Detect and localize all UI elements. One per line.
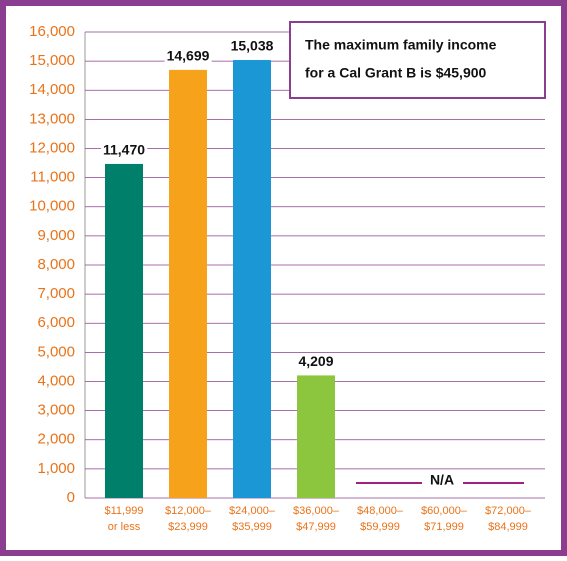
value-label: 15,038: [231, 38, 274, 54]
annotation-text: The maximum family income: [305, 37, 497, 53]
y-tick-label: 12,000: [29, 139, 75, 156]
y-tick-label: 5,000: [37, 343, 75, 360]
value-label-bg: [296, 353, 336, 370]
bar: [105, 163, 143, 498]
y-tick-label: 16,000: [29, 23, 75, 40]
y-tick-label: 14,000: [29, 81, 75, 98]
x-tick-label: $59,999: [360, 521, 400, 533]
x-tick-label: $24,000–: [229, 505, 276, 517]
y-tick-label: 1,000: [37, 460, 75, 477]
x-tick-label: $71,999: [424, 521, 464, 533]
x-tick-label: or less: [108, 521, 141, 533]
x-tick-label: $84,999: [488, 521, 528, 533]
x-tick-label: $47,999: [296, 521, 336, 533]
y-tick-label: 8,000: [37, 256, 75, 273]
y-tick-label: 7,000: [37, 285, 75, 302]
x-tick-label: $35,999: [232, 521, 272, 533]
bar: [169, 69, 207, 498]
x-tick-label: $12,000–: [165, 505, 212, 517]
y-tick-label: 2,000: [37, 431, 75, 448]
bar: [233, 60, 271, 498]
y-tick-label: 11,000: [30, 169, 75, 186]
x-tick-label: $60,000–: [421, 505, 468, 517]
x-tick-label: $72,000–: [485, 505, 532, 517]
x-tick-label: $48,000–: [357, 505, 404, 517]
na-label: N/A: [430, 472, 454, 488]
y-tick-label: 10,000: [29, 198, 75, 215]
annotation-box: [289, 21, 546, 99]
y-tick-label: 13,000: [29, 110, 75, 127]
value-label: 4,209: [298, 353, 333, 369]
x-tick-label: $11,999: [105, 505, 144, 517]
value-label-bg: [100, 141, 148, 158]
x-tick-label: $23,999: [168, 521, 208, 533]
annotation-text: for a Cal Grant B is $45,900: [305, 65, 487, 81]
y-tick-label: 3,000: [37, 402, 75, 419]
bar: [297, 375, 335, 498]
value-label: 14,699: [167, 48, 210, 64]
y-tick-label: 15,000: [29, 52, 75, 69]
y-tick-label: 9,000: [37, 227, 75, 244]
value-label-bg: [164, 47, 212, 64]
y-tick-label: 4,000: [37, 372, 75, 389]
x-tick-label: $36,000–: [293, 505, 340, 517]
value-label: 11,470: [103, 142, 145, 158]
y-tick-label: 6,000: [37, 314, 75, 331]
value-label-bg: [228, 37, 276, 54]
y-tick-label: 0: [67, 489, 75, 506]
